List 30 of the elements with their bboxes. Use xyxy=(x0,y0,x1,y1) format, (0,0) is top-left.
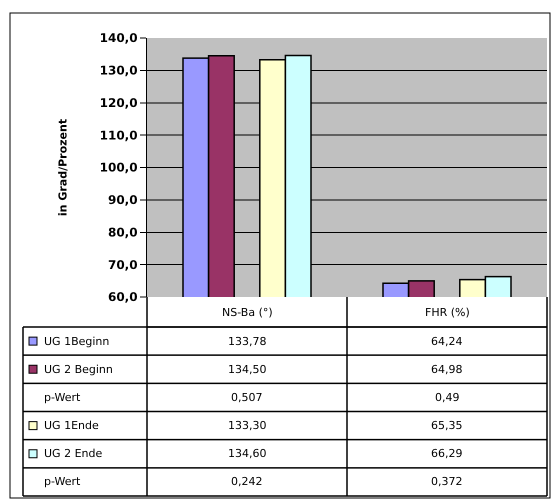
y-tick-label: 60,0 xyxy=(108,290,138,304)
y-tick-label: 100,0 xyxy=(100,160,138,175)
y-axis-title: in Grad/Prozent xyxy=(56,118,70,216)
text: 0,372 xyxy=(431,475,462,488)
data-label: 64,98 xyxy=(431,363,462,376)
data-label: 134,60 xyxy=(228,447,266,460)
y-tick-label: 130,0 xyxy=(100,64,138,78)
data-label: 134,50 xyxy=(228,363,266,376)
y-tick-label: 110,0 xyxy=(100,128,138,142)
y-tick-label: 90,0 xyxy=(108,193,138,208)
y-tick-label: 70,0 xyxy=(108,258,138,272)
legend-label: UG 2 Ende xyxy=(44,447,102,460)
x-tick-label: NS-Ba (°) xyxy=(222,306,273,319)
text: 0,49 xyxy=(435,391,460,404)
text: 0,507 xyxy=(231,391,262,404)
y-tick-label: 140,0 xyxy=(100,31,138,46)
text: p-Wert xyxy=(44,475,82,488)
text: p-Wert xyxy=(44,391,82,404)
data-label: 66,29 xyxy=(431,447,462,460)
legend-label: UG 1Beginn xyxy=(44,335,110,348)
legend-label: UG 2 Beginn xyxy=(44,363,113,376)
data-label: 133,78 xyxy=(228,335,266,348)
text: 0,242 xyxy=(231,475,262,488)
data-label: 133,30 xyxy=(228,419,266,432)
legend-label: UG 1Ende xyxy=(44,419,99,432)
data-label: 64,24 xyxy=(431,335,462,348)
data-label: 65,35 xyxy=(431,419,462,432)
y-tick-label: 120,0 xyxy=(100,96,138,110)
y-tick-label: 80,0 xyxy=(108,225,138,240)
x-tick-label: FHR (%) xyxy=(425,306,470,319)
